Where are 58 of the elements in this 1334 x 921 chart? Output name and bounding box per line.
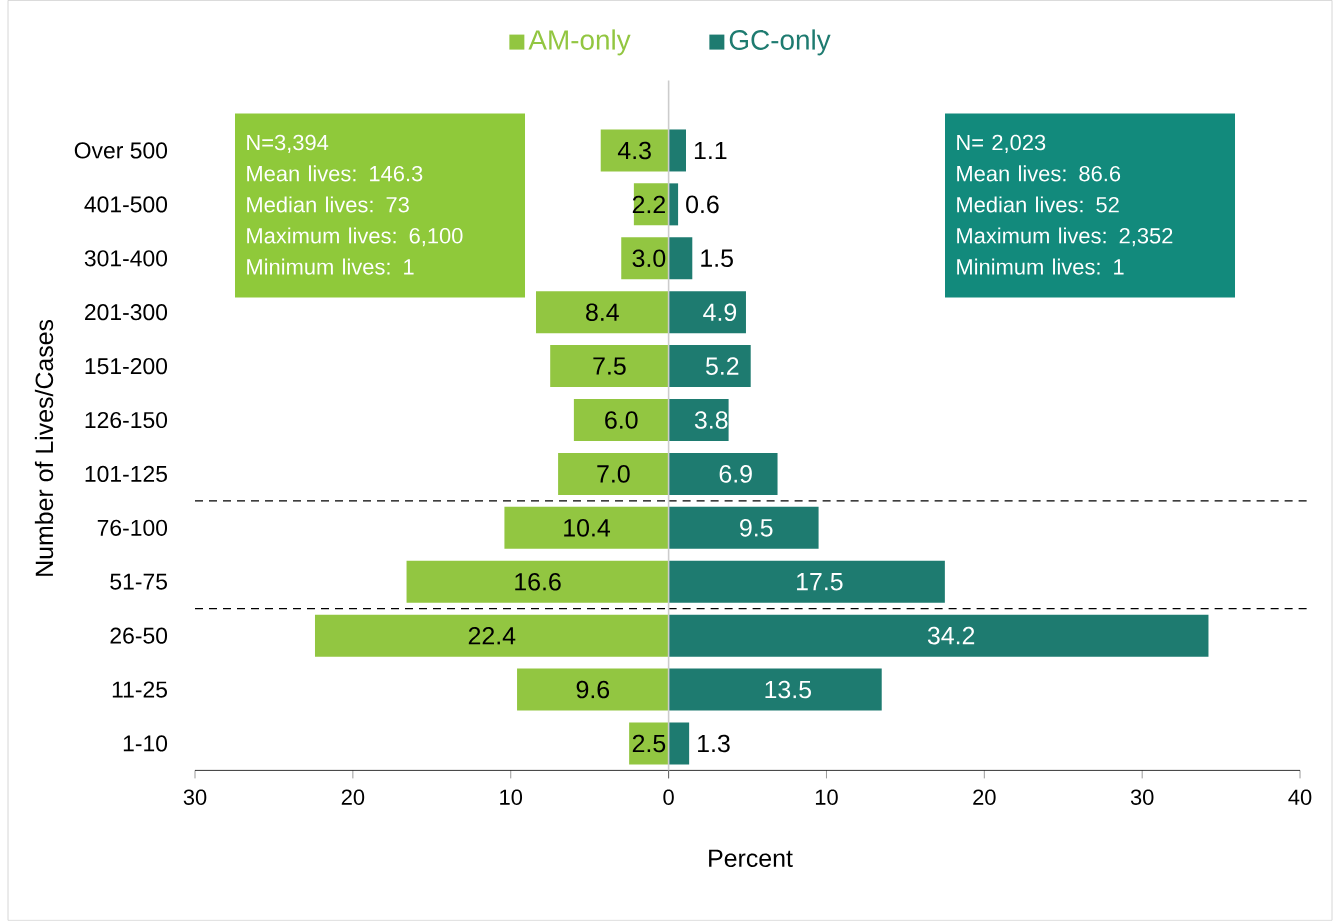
legend-label: AM-only: [528, 29, 631, 56]
data-label: 6.0: [605, 411, 638, 429]
y-tick-label: 401-500: [84, 196, 168, 213]
data-label: 4.3: [617, 141, 651, 160]
data-label: 5.2: [705, 357, 739, 376]
y-tick-label: 201-300: [85, 304, 168, 321]
data-label: 7.0: [597, 465, 630, 483]
data-label: 4.9: [703, 303, 737, 322]
data-label: 2.5: [632, 734, 666, 753]
y-tick-label: 1-10: [123, 735, 168, 752]
x-tick-label: 10: [500, 789, 523, 806]
x-tick-label: 40: [1288, 789, 1312, 806]
data-label: 17.5: [797, 573, 843, 591]
annotation: Mean lives: 86.6: [957, 165, 1121, 182]
data-label: 6.9: [719, 465, 752, 483]
data-label: 16.6: [515, 573, 561, 591]
annotation: Median lives: 73: [247, 196, 409, 213]
x-tick-label: 30: [1130, 789, 1154, 806]
y-tick-label: 101-125: [85, 465, 167, 483]
data-label: 9.5: [740, 519, 773, 537]
y-tick-label: 151-200: [85, 358, 168, 375]
y-tick-label: 26-50: [110, 627, 168, 644]
data-label: 0.6: [686, 195, 719, 214]
x-tick-label: 20: [973, 789, 996, 806]
data-label: 22.4: [468, 627, 516, 645]
y-tick-label: 126-150: [85, 411, 168, 429]
legend-label: GC-only: [729, 29, 831, 56]
annotation: Maximum lives: 2,352: [957, 227, 1173, 247]
x-tick-label: 10: [815, 789, 838, 806]
annotation: Minimum lives: 1: [247, 258, 414, 275]
x-tick-label: 0: [663, 789, 674, 806]
x-axis-title: Percent: [709, 849, 793, 868]
data-label: 1.1: [694, 142, 727, 160]
data-label: 7.5: [593, 357, 626, 375]
data-label: 3.0: [632, 249, 666, 268]
y-tick-label: 301-400: [84, 250, 168, 267]
y-tick-label: 76-100: [97, 519, 168, 537]
annotation: N= 2,023: [957, 134, 1046, 154]
data-label: 10.4: [564, 519, 611, 537]
y-axis-title: Number of Lives/Cases: [34, 320, 54, 576]
x-tick-label: 30: [183, 789, 207, 806]
data-label: 8.4: [586, 303, 619, 322]
x-tick-label: 20: [341, 789, 365, 806]
y-tick-label: 51-75: [110, 573, 167, 590]
annotation: Median lives: 52: [957, 196, 1119, 213]
y-tick-label: Over 500: [74, 142, 168, 159]
data-label: 13.5: [765, 680, 811, 699]
y-tick-label: 11-25: [112, 681, 167, 698]
annotation: N=3,394: [247, 134, 329, 154]
annotation: Mean lives: 146.3: [247, 165, 423, 182]
data-label: 34.2: [927, 626, 975, 645]
data-label: 3.8: [694, 411, 728, 429]
data-label: 9.6: [576, 680, 610, 699]
annotation: Minimum lives: 1: [957, 258, 1124, 275]
data-label: 1.5: [701, 249, 733, 268]
annotation: Maximum lives: 6,100: [247, 227, 463, 247]
bar: [668, 129, 686, 172]
data-label: 1.3: [698, 734, 730, 753]
